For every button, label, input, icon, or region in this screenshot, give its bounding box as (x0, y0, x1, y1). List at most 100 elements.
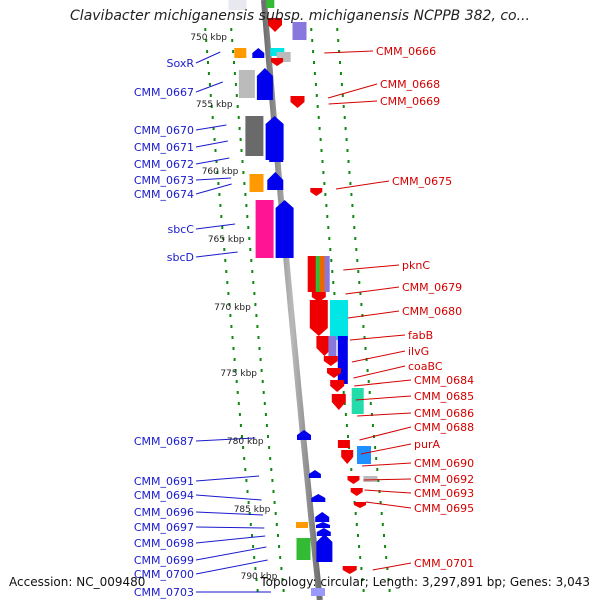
track-tick (267, 435, 269, 438)
track-tick (370, 413, 373, 416)
track-tick (344, 413, 347, 416)
track-tick (322, 171, 325, 174)
gene-label-right: CMM_0701 (414, 557, 474, 570)
label-leader (195, 437, 256, 442)
track-tick (313, 72, 316, 75)
gene-feature (337, 440, 350, 448)
track-tick (235, 94, 238, 97)
track-tick (366, 369, 369, 372)
track-tick (348, 171, 351, 174)
track-tick (343, 402, 346, 405)
track-tick (353, 226, 356, 229)
gene-feature (308, 470, 321, 478)
track-tick (222, 237, 225, 240)
gene-label-right: CMM_0690 (414, 457, 474, 470)
track-tick (354, 237, 357, 240)
track-tick (232, 347, 235, 350)
track-tick (314, 83, 317, 86)
track-tick (247, 501, 250, 504)
label-leader (364, 489, 412, 494)
gene-label-left: CMM_0674 (134, 188, 194, 201)
label-leader (328, 100, 378, 105)
label-leader (349, 334, 406, 341)
track-tick (223, 248, 226, 251)
track-tick (329, 248, 332, 251)
label-leader (327, 83, 378, 99)
label-leader (195, 526, 265, 529)
label-leader (372, 562, 412, 571)
track-tick (316, 105, 319, 108)
gene-features (228, 0, 378, 596)
gene-feature (316, 522, 330, 528)
track-tick (340, 83, 343, 86)
gene-label-right: ilvG (408, 345, 429, 358)
gene-feature (347, 476, 360, 484)
track-tick (241, 435, 243, 438)
track-tick (282, 589, 285, 592)
track-tick (326, 215, 329, 218)
track-tick (371, 424, 374, 427)
track-tick (346, 149, 349, 152)
track-tick (250, 259, 253, 262)
gene-label-left: CMM_0691 (134, 475, 194, 488)
track-tick (388, 589, 391, 592)
label-leader (195, 124, 227, 131)
label-leader (195, 223, 236, 230)
gene-feature (315, 512, 330, 522)
track-tick (251, 270, 254, 273)
track-tick (359, 556, 362, 559)
track-tick (241, 160, 244, 163)
track-tick (328, 237, 331, 240)
gene-label-right: CMM_0668 (380, 78, 440, 91)
gene-label-left: CMM_0694 (134, 489, 194, 502)
gene-label-left: sbcC (168, 223, 195, 236)
track-tick (280, 567, 283, 570)
gene-label-right: pknC (402, 259, 430, 272)
track-tick (386, 567, 389, 570)
track-tick (208, 83, 211, 86)
track-tick (233, 358, 236, 361)
track-tick (260, 369, 263, 372)
track-tick (211, 116, 214, 119)
label-leader (354, 379, 412, 387)
track-tick (249, 523, 252, 526)
gene-feature (311, 588, 325, 596)
track-tick (342, 105, 345, 108)
track-tick (365, 358, 368, 361)
track-tick (248, 512, 251, 515)
track-tick (207, 61, 209, 64)
gene-label-right: CMM_0695 (414, 502, 474, 515)
gene-feature (323, 356, 338, 366)
track-tick (232, 50, 235, 53)
track-tick (271, 479, 274, 482)
track-tick (375, 457, 378, 460)
track-tick (243, 457, 246, 460)
track-tick (225, 270, 228, 273)
track-tick (354, 512, 357, 515)
track-tick (249, 248, 252, 251)
gene-feature (267, 172, 284, 190)
gene-label-left: CMM_0671 (134, 141, 194, 154)
track-tick (273, 501, 276, 504)
track-tick (214, 149, 217, 152)
gene-feature (351, 388, 364, 414)
label-leader (195, 51, 221, 64)
label-leader (360, 443, 412, 455)
label-leader (351, 350, 406, 363)
label-leader (195, 475, 260, 482)
label-leader (355, 395, 412, 401)
track-tick (237, 116, 240, 119)
gene-feature (330, 380, 345, 392)
track-tick (341, 94, 344, 97)
track-tick (362, 325, 365, 328)
gene-label-left: CMM_0696 (134, 506, 194, 519)
track-tick (310, 28, 313, 31)
label-leader (363, 478, 412, 481)
track-tick (385, 556, 388, 559)
label-leader (195, 559, 268, 575)
track-tick (330, 259, 333, 262)
gene-label-left: CMM_0700 (134, 568, 194, 581)
track-tick (246, 215, 249, 218)
gene-label-right: CMM_0675 (392, 175, 452, 188)
gene-feature (316, 528, 331, 536)
